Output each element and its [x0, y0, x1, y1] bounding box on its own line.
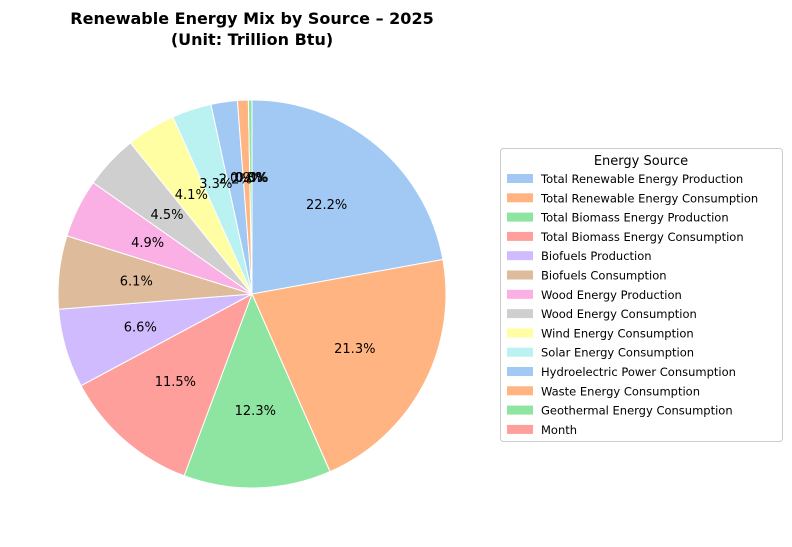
- legend-swatch: [507, 212, 533, 222]
- legend-item: Wood Energy Consumption: [507, 307, 697, 321]
- legend-item: Total Renewable Energy Production: [507, 172, 743, 186]
- legend-item: Month: [507, 423, 577, 437]
- legend-swatch: [507, 347, 533, 357]
- legend-label: Biofuels Consumption: [541, 269, 667, 283]
- legend-swatch: [507, 174, 533, 183]
- slice-percent-label: 21.3%: [334, 342, 375, 357]
- slice-percent-label: 0.3%: [234, 171, 267, 186]
- legend-label: Wood Energy Consumption: [541, 307, 697, 321]
- pie-slice: [251, 99, 444, 295]
- chart-subtitle: (Unit: Trillion Btu): [171, 30, 333, 49]
- pie-slices: [57, 99, 447, 489]
- pie-slice: [80, 292, 253, 477]
- legend-swatch: [507, 289, 533, 299]
- legend-label: Waste Energy Consumption: [541, 384, 700, 398]
- legend-label: Total Renewable Energy Production: [540, 172, 743, 186]
- legend-items: Total Renewable Energy Production Total R…: [507, 172, 758, 437]
- legend-swatch: [507, 386, 533, 396]
- legend-frame: [500, 148, 783, 442]
- pie-slice: [183, 292, 331, 489]
- legend-item: Wood Energy Production: [507, 288, 682, 302]
- chart-title: Renewable Energy Mix by Source – 2025: [70, 9, 433, 28]
- slice-percent-label: 11.5%: [155, 375, 196, 390]
- legend-label: Wind Energy Consumption: [541, 326, 694, 340]
- legend-item: Waste Energy Consumption: [507, 384, 700, 398]
- legend-item: Solar Energy Consumption: [507, 346, 694, 360]
- legend-item: Wind Energy Consumption: [507, 326, 694, 340]
- legend-item: Hydroelectric Power Consumption: [507, 365, 736, 379]
- legend-item: Total Renewable Energy Consumption: [507, 191, 758, 205]
- slice-percent-label: 6.1%: [120, 274, 153, 289]
- legend-swatch: [507, 251, 533, 261]
- legend-swatch: [507, 231, 533, 241]
- slice-percent-label: 22.2%: [306, 198, 347, 213]
- slice-percent-label: 4.5%: [150, 208, 183, 223]
- legend-item: Total Biomass Energy Production: [507, 211, 729, 225]
- legend-item: Total Biomass Energy Consumption: [507, 230, 744, 244]
- pie-slice: [251, 258, 447, 473]
- legend-item: Geothermal Energy Consumption: [507, 404, 733, 418]
- legend-label: Wood Energy Production: [541, 288, 682, 302]
- legend-swatch: [507, 367, 533, 376]
- slice-percent-label: 2.2%: [219, 172, 252, 187]
- legend-label: Total Renewable Energy Consumption: [540, 191, 758, 205]
- legend-label: Hydroelectric Power Consumption: [541, 365, 736, 379]
- slice-percent-label: 0.0%: [235, 171, 268, 186]
- slice-percent-label: 3.3%: [199, 177, 232, 192]
- legend-swatch: [507, 405, 533, 415]
- legend-title: Energy Source: [594, 154, 688, 169]
- slice-percent-label: 12.3%: [235, 404, 276, 419]
- legend-label: Geothermal Energy Consumption: [541, 404, 733, 418]
- pie-percent-labels: 22.2% 21.3% 12.3% 11.5% 6.6% 6.1% 4.9% 4.5% 4.1%…: [120, 171, 376, 419]
- legend-item: Biofuels Production: [507, 249, 652, 263]
- slice-percent-label: 6.6%: [124, 320, 157, 335]
- legend-label: Total Biomass Energy Production: [540, 211, 729, 225]
- legend-label: Solar Energy Consumption: [541, 346, 694, 360]
- legend-swatch: [507, 328, 533, 338]
- chart-title-group: Renewable Energy Mix by Source – 2025 (U…: [70, 9, 433, 49]
- legend-swatch: [507, 193, 533, 203]
- legend-swatch: [507, 309, 533, 319]
- slice-percent-label: 0.9%: [230, 171, 263, 186]
- legend: Energy Source Total Renewable Energy Pro…: [500, 148, 783, 442]
- slice-percent-label: 4.1%: [175, 188, 208, 203]
- slice-percent-label: 4.9%: [131, 236, 164, 251]
- legend-label: Total Biomass Energy Consumption: [540, 230, 744, 244]
- legend-label: Month: [541, 423, 577, 437]
- legend-label: Biofuels Production: [541, 249, 652, 263]
- legend-item: Biofuels Consumption: [507, 269, 667, 283]
- legend-swatch: [507, 270, 533, 280]
- legend-swatch: [507, 424, 533, 434]
